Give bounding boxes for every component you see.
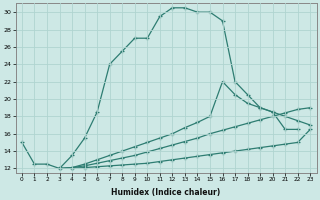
X-axis label: Humidex (Indice chaleur): Humidex (Indice chaleur) xyxy=(111,188,221,197)
